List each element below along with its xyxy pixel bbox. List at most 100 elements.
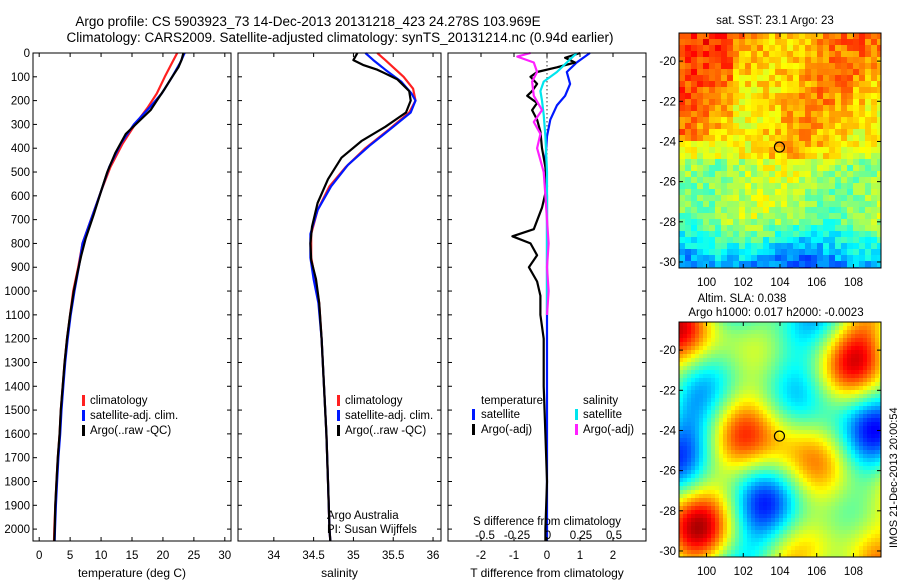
map-cell	[707, 374, 711, 378]
map-cell	[871, 51, 877, 57]
map-cell	[831, 390, 835, 394]
map-cell	[691, 147, 697, 153]
map-cell	[847, 410, 851, 414]
map-cell	[707, 362, 711, 366]
map-cell	[769, 123, 775, 129]
map-cell	[743, 350, 747, 354]
map-cell	[767, 526, 771, 530]
map-cell	[839, 394, 843, 398]
map-cell	[709, 189, 715, 195]
map-cell	[799, 111, 805, 117]
map-cell	[733, 111, 739, 117]
map-cell	[805, 225, 811, 231]
map-cell	[723, 398, 727, 402]
map-cell	[711, 406, 715, 410]
map-cell	[867, 410, 871, 414]
map-cell	[723, 422, 727, 426]
map-cell	[727, 111, 733, 117]
map-cell	[829, 201, 835, 207]
map-cell	[769, 33, 775, 39]
map-cell	[687, 474, 691, 478]
map-cell	[711, 378, 715, 382]
map-cell	[879, 442, 881, 446]
map-cell	[743, 414, 747, 418]
map-cell	[831, 410, 835, 414]
map-cell	[817, 51, 823, 57]
map-cell	[875, 454, 879, 458]
map-cell	[727, 406, 731, 410]
map-cell	[683, 498, 687, 502]
map-cell	[791, 358, 795, 362]
map-cell	[847, 99, 853, 105]
map-cell	[755, 342, 759, 346]
map-cell	[835, 386, 839, 390]
map-cell	[745, 255, 751, 261]
map-cell	[743, 502, 747, 506]
map-cell	[747, 442, 751, 446]
map-cell	[815, 514, 819, 518]
map-cell	[847, 255, 853, 261]
map-cell	[715, 39, 721, 45]
map-cell	[827, 374, 831, 378]
map-cell	[843, 350, 847, 354]
map-cell	[871, 518, 875, 522]
map-cell	[683, 514, 687, 518]
map-cell	[847, 506, 851, 510]
map-cell	[783, 522, 787, 526]
map-cell	[699, 430, 703, 434]
map-cell	[759, 402, 763, 406]
map-cell	[679, 362, 683, 366]
map-cell	[879, 374, 881, 378]
map-cell	[739, 414, 743, 418]
map-cell	[743, 390, 747, 394]
map-cell	[679, 99, 685, 105]
map-cell	[723, 350, 727, 354]
map-cell	[799, 502, 803, 506]
map-cell	[827, 522, 831, 526]
map-cell	[847, 141, 853, 147]
map-cell	[743, 554, 747, 557]
map-cell	[819, 470, 823, 474]
map-cell	[697, 45, 703, 51]
map-cell	[855, 338, 859, 342]
map-cell	[827, 346, 831, 350]
map-cell	[683, 334, 687, 338]
map-cell	[769, 75, 775, 81]
map-cell	[703, 219, 709, 225]
map-cell	[775, 117, 781, 123]
map-cell	[787, 534, 791, 538]
map-cell	[779, 410, 783, 414]
map-cell	[871, 510, 875, 514]
map-cell	[711, 518, 715, 522]
map-cell	[751, 534, 755, 538]
map-cell	[811, 414, 815, 418]
map-cell	[839, 334, 843, 338]
map-cell	[843, 506, 847, 510]
map-cell	[679, 111, 685, 117]
map-cell	[787, 422, 791, 426]
map-cell	[819, 398, 823, 402]
map-cell	[855, 470, 859, 474]
map-cell	[679, 93, 685, 99]
map-cell	[867, 434, 871, 438]
map-cell	[831, 550, 835, 554]
map-cell	[847, 434, 851, 438]
map-cell	[827, 518, 831, 522]
map-cell	[823, 322, 827, 326]
map-cell	[783, 342, 787, 346]
map-cell	[835, 398, 839, 402]
map-cell	[719, 490, 723, 494]
map-cell	[877, 147, 881, 153]
map-cell	[745, 81, 751, 87]
map-cell	[745, 207, 751, 213]
map-cell	[709, 123, 715, 129]
map-cell	[763, 63, 769, 69]
map-cell	[879, 398, 881, 402]
map-cell	[767, 506, 771, 510]
map-cell	[859, 386, 863, 390]
map-cell	[733, 237, 739, 243]
map-cell	[839, 366, 843, 370]
map-cell	[879, 406, 881, 410]
map-cell	[863, 446, 867, 450]
map-cell	[865, 171, 871, 177]
